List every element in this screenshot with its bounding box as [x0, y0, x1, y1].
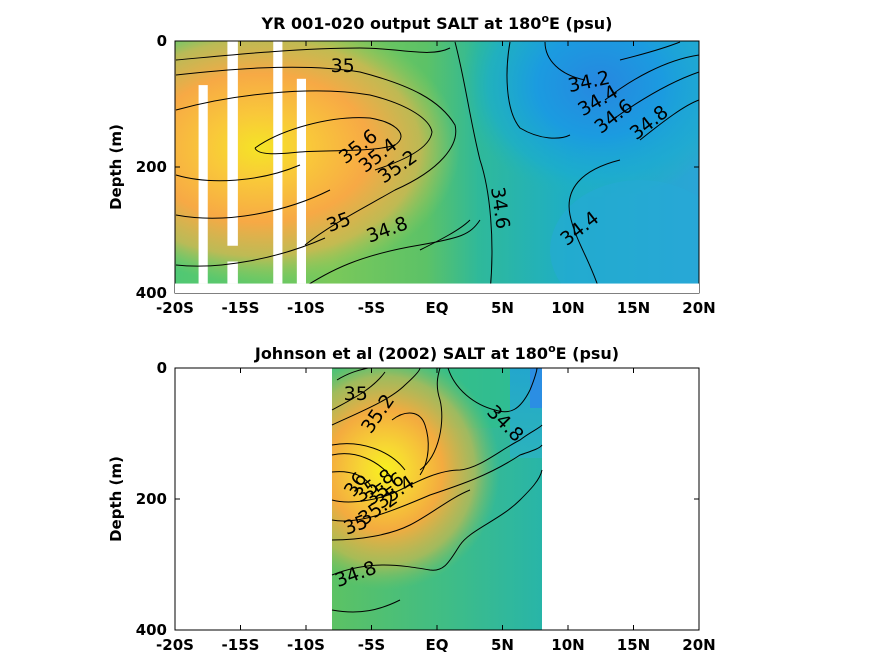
x-tick-label: -15S	[222, 636, 260, 654]
x-tick-label: 5N	[491, 636, 514, 654]
contour-lines	[175, 41, 700, 293]
x-tick-label: 15N	[617, 636, 650, 654]
missing-data-strip	[227, 41, 238, 246]
x-tick-label: -20S	[156, 299, 194, 317]
x-tick-label: EQ	[426, 636, 449, 654]
x-tick-label: EQ	[426, 299, 449, 317]
panel-observations: Johnson et al (2002) SALT at 180oE (psu)	[107, 342, 716, 654]
y-tick-label: 400	[136, 284, 167, 302]
x-tick-label: -20S	[156, 636, 194, 654]
panel-model: YR 001-020 output SALT at 180oE (psu)	[107, 12, 716, 317]
missing-data-columns	[198, 41, 306, 284]
y-tick-label: 0	[157, 359, 167, 377]
x-tick-label: 15N	[617, 299, 650, 317]
x-tick-label: 5N	[491, 299, 514, 317]
x-tick-label: 20N	[682, 299, 715, 317]
y-tick-label: 200	[136, 490, 167, 508]
x-tick-label: 10N	[551, 636, 584, 654]
x-tick-label: 10N	[551, 299, 584, 317]
axes: -20S -15S -10S -5S EQ 5N 10N 15N 20N 0 200 400	[136, 32, 716, 317]
salinity-field	[175, 41, 699, 293]
x-tick-label: -15S	[222, 299, 260, 317]
chart-title: YR 001-020 output SALT at 180oE (psu)	[261, 12, 613, 33]
y-axis-label: Depth (m)	[107, 124, 125, 210]
axes: -20S -15S -10S -5S EQ 5N 10N 15N 20N 0 200 400	[136, 359, 716, 654]
missing-data-strip	[273, 41, 283, 284]
contour-label: 35	[344, 383, 368, 405]
contour-label: 35	[331, 55, 355, 77]
no-data-area	[175, 283, 699, 293]
x-tick-label: -5S	[358, 299, 385, 317]
missing-data-strip	[296, 78, 306, 284]
missing-data-strip	[227, 261, 238, 284]
x-tick-label: 20N	[682, 636, 715, 654]
chart-title: Johnson et al (2002) SALT at 180oE (psu)	[254, 342, 619, 363]
y-tick-label: 400	[136, 621, 167, 639]
missing-data-strip	[198, 85, 208, 284]
y-tick-label: 0	[157, 32, 167, 50]
y-axis-label: Depth (m)	[107, 456, 125, 542]
salinity-field	[332, 368, 542, 630]
contour-lines	[331, 367, 543, 613]
x-tick-label: -10S	[287, 636, 325, 654]
x-tick-label: -10S	[287, 299, 325, 317]
y-tick-label: 200	[136, 158, 167, 176]
x-tick-label: -5S	[358, 636, 385, 654]
